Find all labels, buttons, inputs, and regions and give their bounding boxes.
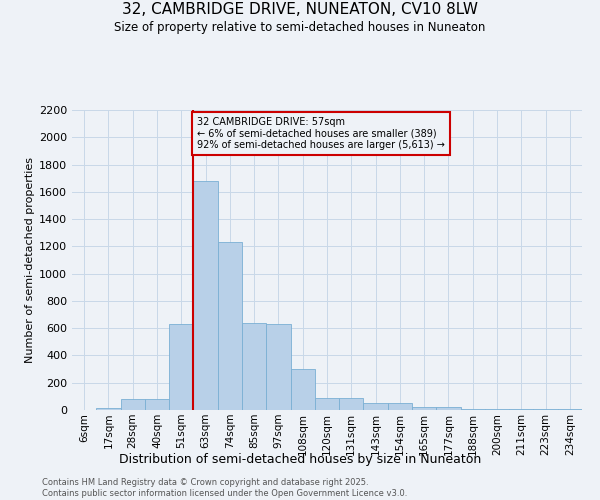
Bar	[339, 398, 364, 410]
Bar	[364, 403, 388, 410]
Text: Size of property relative to semi-detached houses in Nuneaton: Size of property relative to semi-detach…	[115, 21, 485, 34]
Bar	[388, 403, 412, 410]
Bar	[145, 399, 169, 410]
Bar	[412, 408, 436, 410]
Bar	[121, 399, 145, 410]
Y-axis label: Number of semi-detached properties: Number of semi-detached properties	[25, 157, 35, 363]
Text: Contains HM Land Registry data © Crown copyright and database right 2025.
Contai: Contains HM Land Registry data © Crown c…	[42, 478, 407, 498]
Bar	[242, 322, 266, 410]
Bar	[193, 181, 218, 410]
Text: Distribution of semi-detached houses by size in Nuneaton: Distribution of semi-detached houses by …	[119, 452, 481, 466]
Bar	[315, 398, 339, 410]
Bar	[266, 324, 290, 410]
Text: 32 CAMBRIDGE DRIVE: 57sqm
← 6% of semi-detached houses are smaller (389)
92% of : 32 CAMBRIDGE DRIVE: 57sqm ← 6% of semi-d…	[197, 117, 445, 150]
Text: 32, CAMBRIDGE DRIVE, NUNEATON, CV10 8LW: 32, CAMBRIDGE DRIVE, NUNEATON, CV10 8LW	[122, 2, 478, 18]
Bar	[96, 408, 121, 410]
Bar	[436, 408, 461, 410]
Bar	[169, 324, 193, 410]
Bar	[290, 369, 315, 410]
Bar	[218, 242, 242, 410]
